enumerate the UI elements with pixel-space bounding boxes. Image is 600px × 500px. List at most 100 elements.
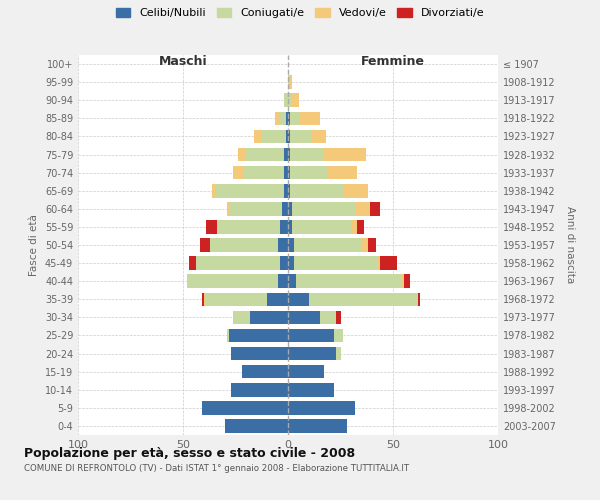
Bar: [290, 184, 343, 198]
Bar: [343, 184, 368, 198]
Bar: [296, 274, 401, 288]
Bar: [200, 238, 210, 252]
Bar: [368, 238, 376, 252]
Bar: [286, 112, 288, 125]
Bar: [238, 148, 246, 162]
Bar: [217, 220, 280, 234]
Bar: [284, 184, 288, 198]
Bar: [288, 256, 295, 270]
Bar: [288, 166, 290, 179]
Bar: [242, 365, 288, 378]
Bar: [309, 292, 418, 306]
Bar: [267, 292, 288, 306]
Bar: [232, 383, 288, 396]
Bar: [311, 130, 326, 143]
Bar: [292, 94, 299, 107]
Bar: [295, 256, 379, 270]
Bar: [288, 130, 290, 143]
Bar: [328, 166, 358, 179]
Bar: [189, 256, 196, 270]
Bar: [202, 401, 288, 414]
Bar: [229, 202, 282, 215]
Bar: [277, 238, 288, 252]
Bar: [361, 238, 368, 252]
Bar: [320, 310, 337, 324]
Bar: [232, 347, 288, 360]
Bar: [288, 112, 290, 125]
Bar: [288, 310, 320, 324]
Bar: [286, 130, 288, 143]
Bar: [206, 292, 267, 306]
Bar: [260, 130, 286, 143]
Bar: [215, 184, 284, 198]
Bar: [337, 347, 341, 360]
Bar: [288, 274, 296, 288]
Bar: [288, 347, 337, 360]
Bar: [288, 401, 355, 414]
Bar: [225, 419, 288, 432]
Bar: [418, 292, 421, 306]
Bar: [288, 76, 290, 89]
Bar: [292, 202, 355, 215]
Bar: [404, 274, 410, 288]
Bar: [351, 220, 358, 234]
Text: Femmine: Femmine: [361, 55, 425, 68]
Bar: [196, 256, 280, 270]
Bar: [337, 310, 341, 324]
Bar: [290, 76, 292, 89]
Bar: [288, 383, 334, 396]
Bar: [290, 130, 311, 143]
Bar: [280, 220, 288, 234]
Y-axis label: Anni di nascita: Anni di nascita: [565, 206, 575, 284]
Bar: [275, 112, 280, 125]
Bar: [212, 184, 215, 198]
Bar: [288, 328, 334, 342]
Legend: Celibi/Nubili, Coniugati/e, Vedovi/e, Divorziati/e: Celibi/Nubili, Coniugati/e, Vedovi/e, Di…: [113, 6, 487, 20]
Y-axis label: Fasce di età: Fasce di età: [29, 214, 39, 276]
Bar: [288, 184, 290, 198]
Bar: [277, 274, 288, 288]
Bar: [379, 256, 380, 270]
Bar: [324, 148, 366, 162]
Bar: [246, 148, 284, 162]
Bar: [370, 202, 380, 215]
Bar: [290, 112, 299, 125]
Bar: [202, 292, 204, 306]
Bar: [187, 274, 277, 288]
Text: Maschi: Maschi: [158, 55, 208, 68]
Bar: [282, 202, 288, 215]
Bar: [288, 238, 295, 252]
Bar: [284, 166, 288, 179]
Bar: [290, 148, 324, 162]
Bar: [288, 148, 290, 162]
Bar: [380, 256, 397, 270]
Bar: [288, 202, 292, 215]
Bar: [227, 202, 229, 215]
Bar: [229, 328, 288, 342]
Text: COMUNE DI REFRONTOLO (TV) - Dati ISTAT 1° gennaio 2008 - Elaborazione TUTTITALIA: COMUNE DI REFRONTOLO (TV) - Dati ISTAT 1…: [24, 464, 409, 473]
Bar: [358, 220, 364, 234]
Bar: [254, 130, 260, 143]
Bar: [288, 365, 324, 378]
Bar: [280, 256, 288, 270]
Bar: [284, 94, 288, 107]
Bar: [288, 220, 292, 234]
Bar: [295, 238, 361, 252]
Bar: [280, 112, 286, 125]
Bar: [227, 328, 229, 342]
Text: Popolazione per età, sesso e stato civile - 2008: Popolazione per età, sesso e stato civil…: [24, 448, 355, 460]
Bar: [288, 94, 292, 107]
Bar: [288, 292, 309, 306]
Bar: [299, 112, 320, 125]
Bar: [250, 310, 288, 324]
Bar: [290, 166, 328, 179]
Bar: [288, 419, 347, 432]
Bar: [292, 220, 351, 234]
Bar: [210, 238, 277, 252]
Bar: [334, 328, 343, 342]
Bar: [355, 202, 370, 215]
Bar: [233, 310, 250, 324]
Bar: [244, 166, 284, 179]
Bar: [206, 220, 217, 234]
Bar: [204, 292, 206, 306]
